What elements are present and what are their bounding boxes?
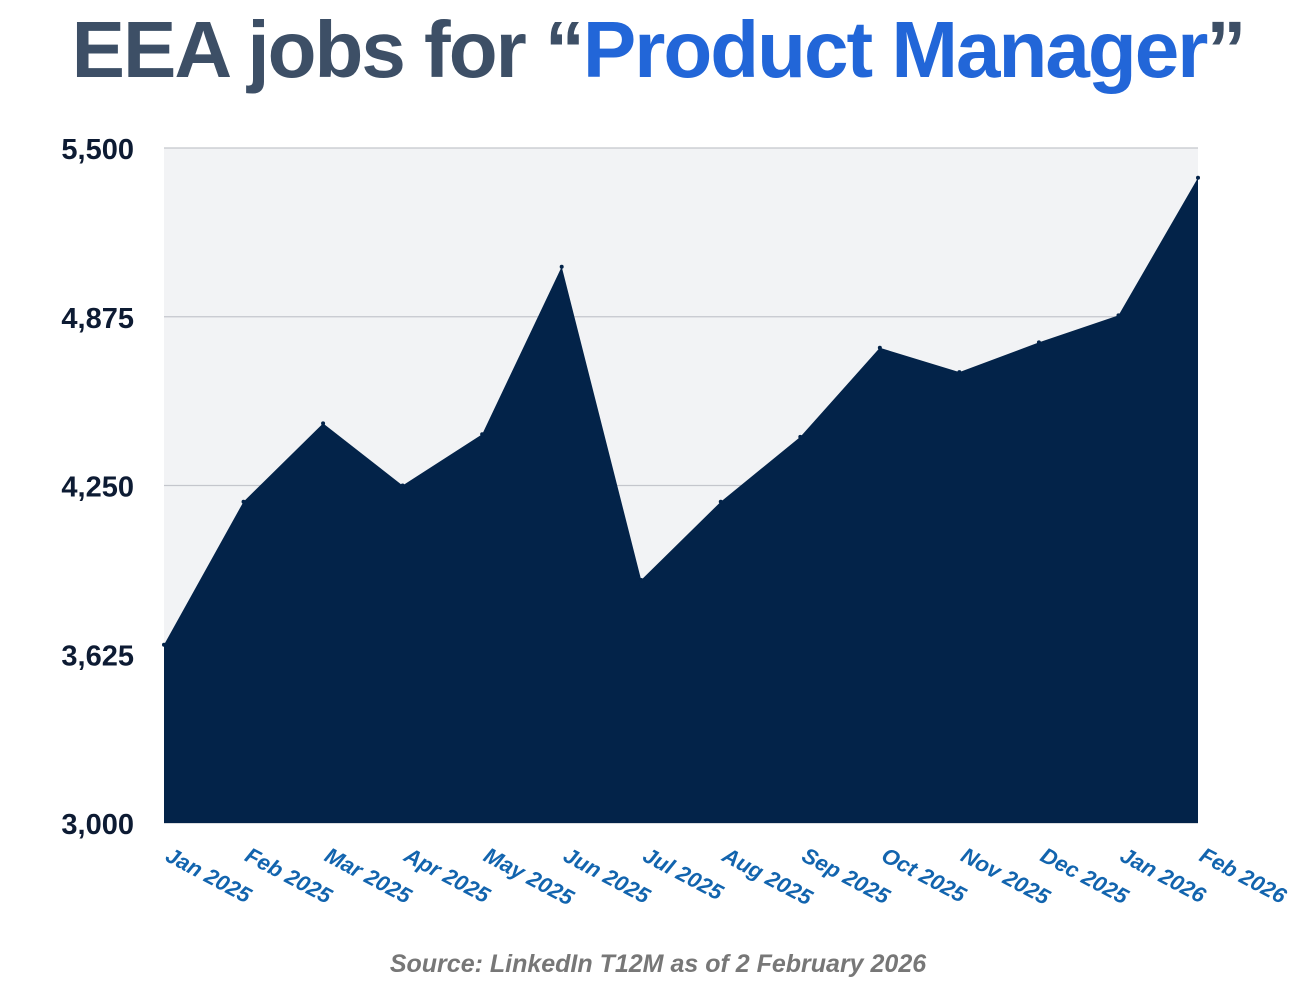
data-point (877, 345, 882, 350)
x-tick-label: Jul 2025 (639, 842, 728, 905)
title-suffix: ” (1206, 5, 1246, 94)
y-tick-label: 4,250 (61, 472, 134, 504)
data-point (559, 264, 564, 269)
x-tick-label: Jan 2025 (162, 842, 256, 908)
title-prefix: EEA jobs for “ (71, 5, 585, 94)
x-tick-label: Feb 2025 (241, 842, 337, 909)
data-point (718, 499, 723, 504)
x-tick-label: Mar 2025 (321, 842, 417, 909)
x-tick-label: Apr 2025 (399, 842, 494, 909)
x-tick-label: Dec 2025 (1037, 842, 1134, 909)
source-note: Source: LinkedIn T12M as of 2 February 2… (389, 950, 927, 978)
title-highlight: Product Manager (582, 5, 1208, 94)
data-point (480, 432, 485, 437)
data-point (1196, 175, 1200, 180)
data-point (321, 421, 326, 426)
series-area (164, 177, 1198, 823)
x-tick-label: Nov 2025 (957, 842, 1055, 910)
data-point (400, 483, 405, 488)
data-point (798, 434, 803, 439)
data-point (1036, 340, 1041, 345)
chart-title: EEA jobs for “Product Manager” (0, 2, 1316, 98)
y-tick-label: 3,000 (61, 809, 134, 841)
data-point (639, 578, 644, 582)
x-tick-label: Jun 2025 (559, 842, 655, 909)
data-point (957, 370, 962, 375)
y-tick-label: 5,500 (61, 134, 134, 166)
x-tick-label: Oct 2025 (877, 842, 970, 907)
data-points (162, 175, 1200, 647)
y-tick-label: 3,625 (61, 640, 134, 672)
y-tick-label: 4,875 (61, 303, 134, 335)
x-tick-label: Sep 2025 (798, 842, 895, 909)
data-point (1116, 313, 1121, 318)
y-axis-ticks: 3,000 3,625 4,250 4,875 5,500 (61, 134, 134, 841)
x-tick-label: May 2025 (480, 842, 579, 910)
data-point (241, 499, 246, 504)
x-tick-label: Aug 2025 (718, 842, 818, 911)
x-tick-label: Feb 2026 (1196, 842, 1292, 909)
data-point (162, 642, 166, 647)
x-tick-label: Jan 2026 (1116, 842, 1210, 908)
